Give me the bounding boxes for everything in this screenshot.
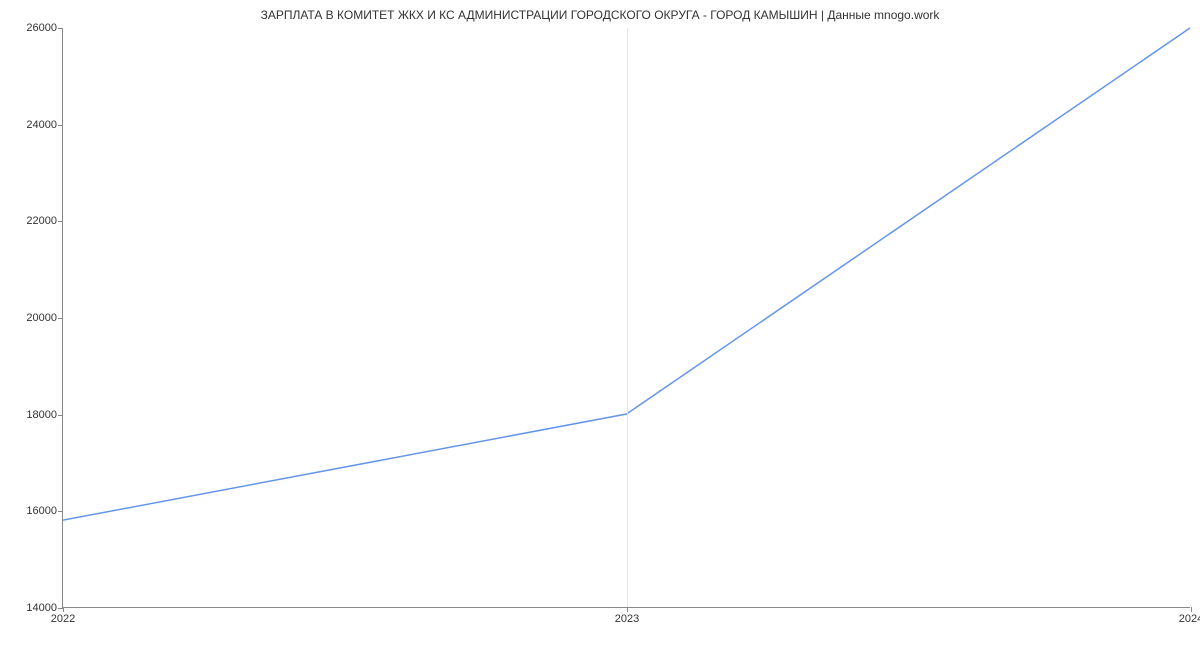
y-axis-label: 26000 [26, 22, 57, 34]
y-axis-tick [58, 28, 63, 29]
y-axis-tick [58, 511, 63, 512]
x-axis-label: 2022 [51, 613, 75, 625]
y-axis-label: 18000 [26, 409, 57, 421]
y-axis-label: 16000 [26, 505, 57, 517]
x-axis-tick [1191, 607, 1192, 612]
chart-title: ЗАРПЛАТА В КОМИТЕТ ЖКХ И КС АДМИНИСТРАЦИ… [0, 8, 1200, 22]
x-axis-tick [627, 607, 628, 612]
x-axis-tick [63, 607, 64, 612]
y-axis-tick [58, 415, 63, 416]
y-axis-label: 20000 [26, 312, 57, 324]
y-axis-tick [58, 221, 63, 222]
y-axis-tick [58, 318, 63, 319]
y-axis-label: 22000 [26, 215, 57, 227]
x-axis-label: 2024 [1179, 613, 1200, 625]
plot-area: 1400016000180002000022000240002600020222… [62, 28, 1190, 608]
y-axis-label: 24000 [26, 119, 57, 131]
x-axis-label: 2023 [615, 613, 639, 625]
vertical-gridline [627, 28, 628, 607]
y-axis-tick [58, 125, 63, 126]
